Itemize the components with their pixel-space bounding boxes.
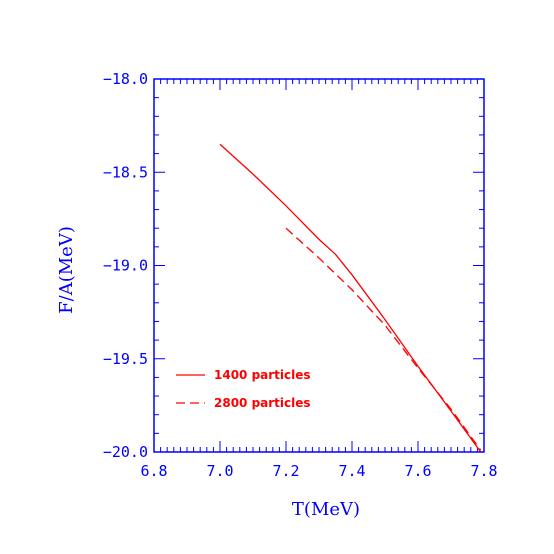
y-tick-label: −19.0 [103, 257, 148, 275]
x-tick-label: 7.0 [206, 462, 233, 480]
series-line-2 [285, 227, 482, 451]
tick-labels: 6.8 7.0 7.2 7.4 7.6 7.8 −18.0 −18.5 −19.0 −19.5 −2… [103, 70, 498, 480]
x-tick-label: 7.2 [272, 462, 299, 480]
x-axis-title: T(MeV) [292, 499, 360, 520]
ticks-layer [153, 78, 485, 453]
series-layer [219, 143, 482, 453]
series-line-1 [219, 143, 482, 453]
legend-label-1: 1400 particles [214, 368, 311, 382]
legend: 1400 particles 2800 particles [176, 368, 311, 410]
x-tick-label: 7.8 [470, 462, 497, 480]
y-tick-label: −19.5 [103, 350, 148, 368]
y-tick-label: −18.0 [103, 70, 148, 88]
y-axis-title: F/A(MeV) [56, 226, 77, 314]
x-tick-label: 7.4 [338, 462, 365, 480]
x-tick-label: 6.8 [140, 462, 167, 480]
y-tick-label: −20.0 [103, 443, 148, 461]
legend-label-2: 2800 particles [214, 396, 311, 410]
plot-frame [153, 78, 485, 453]
y-tick-label: −18.5 [103, 163, 148, 181]
x-tick-label: 7.6 [404, 462, 431, 480]
